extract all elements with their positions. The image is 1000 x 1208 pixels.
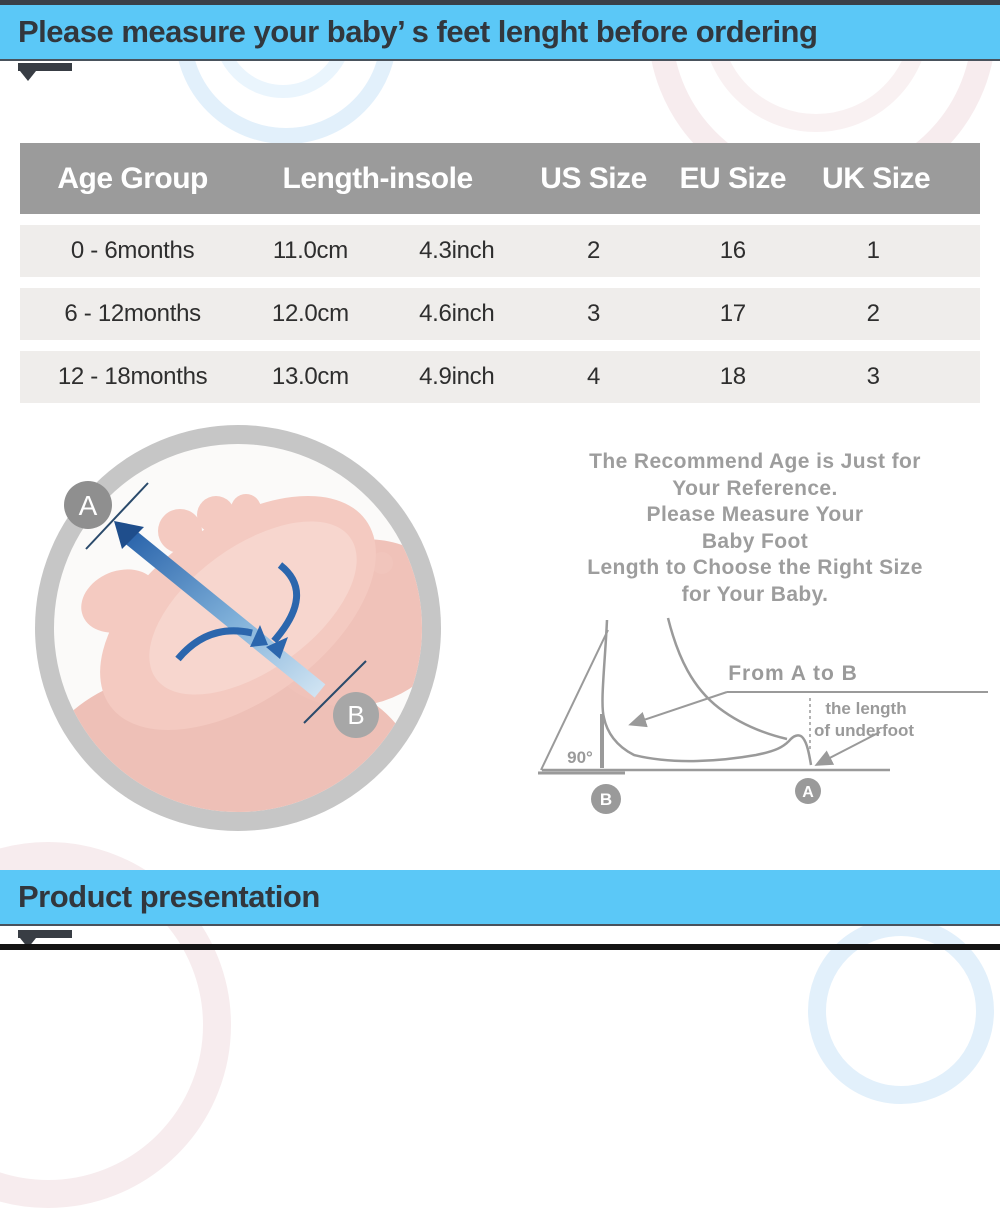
cell-eu: 18 (719, 363, 746, 390)
cell-inch: 4.3inch (419, 237, 495, 264)
photo-badge-a: A (64, 481, 112, 529)
diagram-underfoot-label-2: of underfoot (814, 721, 914, 740)
ribbon-fold-marker (18, 930, 72, 948)
note-line: for Your Baby. (681, 582, 829, 606)
diagram-from-a-to-b-label: From A to B (728, 662, 858, 685)
header-age-group: Age Group (57, 161, 208, 195)
note-line: The Recommend Age is Just for (589, 450, 921, 473)
recommend-age-note: The Recommend Age is Just for Your Refer… (520, 449, 990, 608)
note-line: Please Measure Your (646, 503, 864, 526)
bottom-edge-strip (0, 944, 1000, 950)
top-banner-title: Please measure your baby’ s feet lenght … (18, 14, 818, 49)
cell-inch: 4.6inch (419, 300, 495, 327)
top-edge-strip (0, 0, 1000, 5)
table-row: 6 - 12months 12.0cm 4.6inch 3 17 2 (20, 288, 980, 340)
bottom-banner: Product presentation (0, 870, 1000, 926)
cell-us: 4 (587, 363, 601, 390)
svg-text:A: A (79, 490, 98, 521)
size-chart-table: Age Group Length-insole US Size EU Size … (20, 143, 980, 403)
diagram-underfoot-label-1: the length (825, 699, 906, 718)
diagram-angle-label: 90° (567, 748, 593, 767)
baby-foot-measuring-photo: A B (28, 423, 448, 835)
diagram-badge-a: A (795, 778, 821, 804)
cell-age: 6 - 12months (64, 300, 201, 327)
cell-inch: 4.9inch (419, 363, 495, 390)
header-uk-size: UK Size (822, 161, 931, 195)
svg-text:B: B (347, 700, 364, 730)
table-row: 0 - 6months 11.0cm 4.3inch 2 16 1 (20, 225, 980, 277)
cell-us: 2 (587, 237, 601, 264)
cell-eu: 16 (719, 237, 746, 264)
cell-eu: 17 (719, 300, 746, 327)
note-line: Baby Foot (701, 529, 809, 553)
foot-diagram-svg: From A to B the length of underfoot 90° … (538, 617, 988, 814)
table-header-row: Age Group Length-insole US Size EU Size … (20, 143, 980, 214)
header-eu-size: EU Size (679, 161, 787, 195)
cell-uk: 2 (866, 300, 880, 327)
diagram-badge-b: B (591, 784, 621, 814)
cell-age: 0 - 6months (70, 237, 195, 264)
baby-foot-illustration: A B (35, 425, 441, 831)
cell-cm: 13.0cm (271, 363, 349, 390)
cell-cm: 11.0cm (272, 237, 348, 264)
ribbon-fold-marker (18, 63, 72, 81)
photo-badge-b: B (333, 692, 379, 738)
svg-text:A: A (802, 784, 814, 801)
foot-length-diagram: From A to B the length of underfoot 90° … (530, 612, 1000, 830)
table-row: 12 - 18months 13.0cm 4.9inch 4 18 3 (20, 351, 980, 403)
header-length-insole: Length-insole (282, 161, 474, 195)
header-us-size: US Size (540, 161, 647, 195)
cell-uk: 3 (866, 363, 880, 390)
cell-uk: 1 (866, 237, 880, 264)
cell-age: 12 - 18months (57, 363, 208, 390)
svg-text:B: B (600, 790, 612, 809)
cell-us: 3 (587, 300, 601, 327)
cell-cm: 12.0cm (271, 300, 349, 327)
top-banner: Please measure your baby’ s feet lenght … (0, 5, 1000, 61)
bottom-banner-title: Product presentation (18, 879, 320, 914)
note-line: Length to Choose the Right Size (587, 556, 923, 579)
note-line: Your Reference. (672, 476, 838, 500)
